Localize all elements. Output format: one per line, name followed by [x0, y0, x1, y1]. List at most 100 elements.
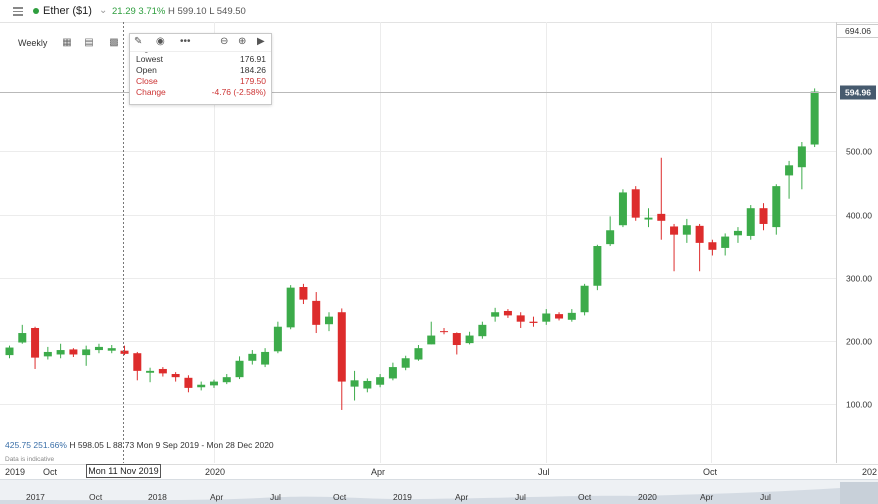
candle-up — [350, 380, 359, 387]
candle-down — [69, 349, 78, 355]
candle-up — [43, 351, 52, 357]
candle-up — [363, 380, 372, 389]
candle-up — [261, 351, 270, 365]
zoom-out-icon[interactable]: ⊖ — [220, 36, 229, 47]
navigator-label: Apr — [210, 492, 224, 502]
navigator-label: 2018 — [148, 492, 167, 502]
candle-up — [772, 186, 781, 228]
candle-up — [209, 381, 218, 386]
candle-up — [18, 333, 27, 343]
candle-down — [337, 312, 346, 382]
candle-up — [465, 335, 474, 344]
candle-up — [567, 312, 576, 320]
navigator-label: 2017 — [26, 492, 45, 502]
low-value: L 549.50 — [209, 6, 246, 17]
change-percent: 3.71% — [138, 6, 166, 17]
candle-up — [427, 335, 436, 345]
candle-up — [785, 165, 794, 176]
navigator-label: Oct — [89, 492, 103, 502]
candle-up — [107, 348, 116, 351]
stat-low: L 88.73 — [106, 440, 135, 450]
candle-up — [478, 324, 487, 337]
candle-down — [312, 300, 321, 325]
pencil-icon[interactable]: ✎ — [134, 36, 143, 47]
candle-down — [503, 310, 512, 316]
live-status-dot — [33, 8, 39, 14]
y-tick-label: 200.00 — [846, 337, 872, 347]
candle-up — [682, 225, 691, 235]
candle-up — [388, 367, 397, 379]
y-tick-label: 300.00 — [846, 274, 872, 284]
x-tick-label: Apr — [371, 467, 386, 477]
candle-up — [810, 91, 819, 145]
axis-top-price: 694.06 — [836, 24, 878, 38]
navigator-label: Oct — [578, 492, 592, 502]
navigator-label: Jul — [515, 492, 526, 502]
stat-change-pct: 251.66% — [33, 440, 67, 450]
quote-summary: 21.29 3.71% H 599.10 L 549.50 — [112, 6, 246, 17]
candle-down — [171, 374, 180, 378]
x-tick-label: Jul — [538, 467, 550, 477]
navigator-label: 2019 — [393, 492, 412, 502]
candle-up — [376, 377, 385, 385]
candle-down — [516, 315, 525, 322]
y-tick-label: 500.00 — [846, 147, 872, 157]
candle-up — [82, 349, 91, 356]
navigator-label: Apr — [455, 492, 469, 502]
change-value: 21.29 — [112, 6, 136, 17]
eye-icon[interactable]: ◉ — [156, 36, 165, 47]
candle-up — [797, 146, 806, 168]
bar-chart-icon[interactable]: ▩ — [109, 37, 119, 48]
navigator[interactable]: 2017 Oct 2018 Apr Jul Oct 2019 Apr Jul O… — [0, 479, 878, 504]
navigator-label: Jul — [270, 492, 281, 502]
candle-up — [644, 217, 653, 220]
navigator-handle[interactable] — [840, 482, 878, 504]
candle-down — [708, 242, 717, 250]
candle-up — [248, 353, 257, 361]
candle-down — [759, 208, 768, 224]
candle-down — [184, 377, 193, 388]
instrument-name[interactable]: Ether ($1) — [43, 5, 92, 17]
data-note: Data is indicative — [5, 456, 55, 463]
chart-type-icon[interactable]: ▦ — [62, 37, 72, 48]
candle-up — [56, 350, 65, 355]
candle-up — [542, 313, 551, 322]
top-bar: Ether ($1) ⌄ 21.29 3.71% H 599.10 L 549.… — [0, 0, 878, 23]
drawing-toolbar: ✎ ◉ ••• ⊖ ⊕ ▶ — [130, 34, 271, 52]
candle-up — [746, 208, 755, 236]
tooltip-row: Change -4.76 (-2.58%) — [136, 87, 266, 97]
play-icon[interactable]: ▶ — [257, 36, 265, 47]
x-tick-label: 202 — [862, 467, 878, 477]
candle-up — [286, 287, 295, 328]
candle-up — [414, 348, 423, 360]
candle-down — [657, 213, 666, 221]
navigator-area — [0, 482, 878, 504]
candle-down — [31, 327, 40, 358]
x-tick-label: 2019 — [5, 467, 26, 477]
candle-up — [618, 192, 627, 226]
navigator-label: Jul — [760, 492, 771, 502]
candle-up — [235, 360, 244, 378]
candle-up — [5, 347, 14, 356]
candle-up — [733, 230, 742, 236]
candle-up — [593, 246, 602, 286]
navigator-label: Apr — [700, 492, 714, 502]
candle-down — [120, 350, 129, 354]
candle-down — [670, 226, 679, 235]
candle-down — [452, 333, 461, 346]
indicator-icon[interactable]: ▤ — [84, 37, 94, 48]
chevron-down-icon[interactable]: ⌄ — [99, 5, 108, 16]
interval-selector[interactable]: Weekly — [18, 38, 48, 48]
candle-down — [695, 225, 704, 243]
navigator-label: Oct — [333, 492, 347, 502]
high-value: H 599.10 — [168, 6, 207, 17]
menu-icon[interactable] — [13, 7, 23, 16]
more-icon[interactable]: ••• — [180, 36, 191, 47]
stat-change: 425.75 — [5, 440, 31, 450]
candle-down — [555, 314, 564, 319]
candle-down — [440, 331, 449, 333]
candle-up — [401, 358, 410, 368]
candle-up — [325, 316, 333, 325]
zoom-in-icon[interactable]: ⊕ — [238, 36, 247, 47]
candle-up — [606, 230, 615, 245]
